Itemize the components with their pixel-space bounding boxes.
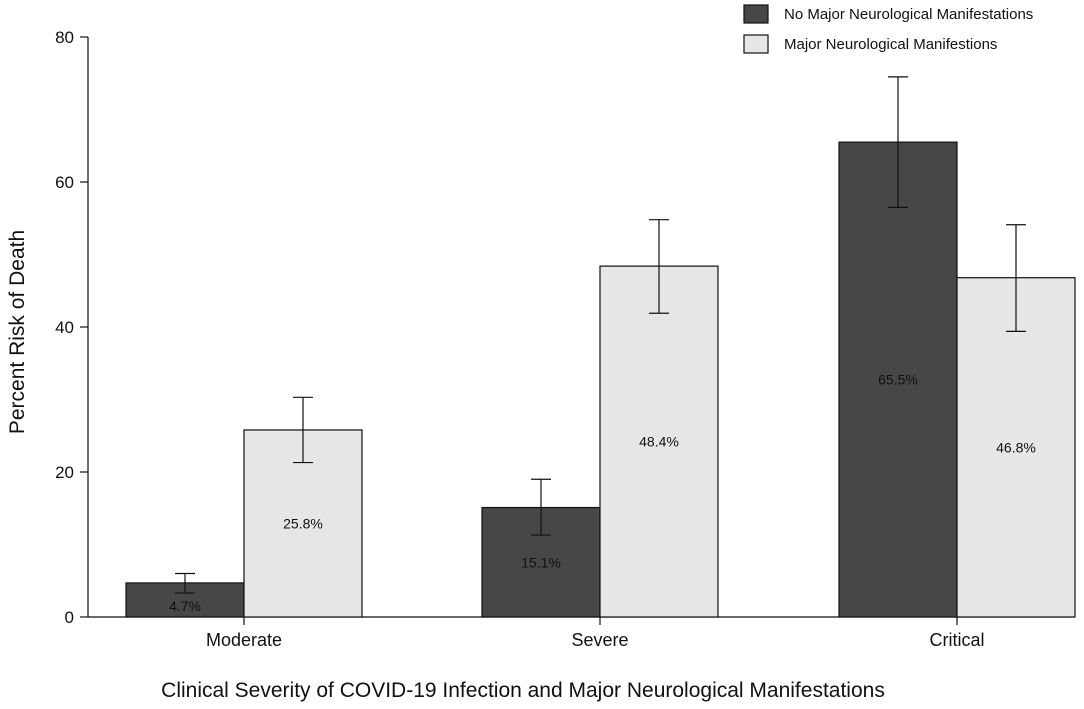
y-tick-label: 80	[55, 28, 74, 47]
legend-label-no-major: No Major Neurological Manifestations	[784, 6, 1033, 23]
y-tick-label: 60	[55, 173, 74, 192]
y-tick-label: 0	[65, 608, 74, 627]
bar-major-severe	[599, 265, 719, 618]
bar-value-label: 48.4%	[639, 434, 679, 450]
legend: No Major Neurological Manifestations Maj…	[743, 4, 1033, 54]
bar-value-label: 25.8%	[283, 515, 323, 531]
x-tick-label: Severe	[571, 630, 628, 650]
x-axis-title: Clinical Severity of COVID-19 Infection …	[161, 679, 885, 702]
bar-value-label: 65.5%	[878, 372, 918, 388]
y-axis: 0 20 40 60 80 Percent Risk of Death	[6, 28, 89, 627]
x-tick-label: Critical	[929, 630, 984, 650]
y-ticks: 0 20 40 60 80	[55, 28, 88, 627]
y-axis-title: Percent Risk of Death	[6, 230, 29, 434]
bar-value-label: 46.8%	[996, 439, 1036, 455]
bar-value-label: 15.1%	[521, 554, 561, 570]
bar-no-major-critical	[838, 141, 958, 618]
bar-no-major-severe	[481, 506, 601, 618]
bars: 4.7% 25.8% 15.1% 48.4% 65.5% 46.8%	[125, 76, 1076, 618]
x-tick-label: Moderate	[206, 630, 282, 650]
y-tick-label: 40	[55, 318, 74, 337]
legend-label-major: Major Neurological Manifestions	[784, 36, 997, 53]
legend-swatch-no-major	[743, 4, 769, 24]
x-axis: Moderate Severe Critical Clinical Severity…	[88, 616, 1074, 702]
legend-swatch-major	[743, 34, 769, 54]
bar-value-label: 4.7%	[169, 598, 201, 614]
y-tick-label: 20	[55, 463, 74, 482]
x-ticks: Moderate Severe Critical	[206, 617, 985, 650]
